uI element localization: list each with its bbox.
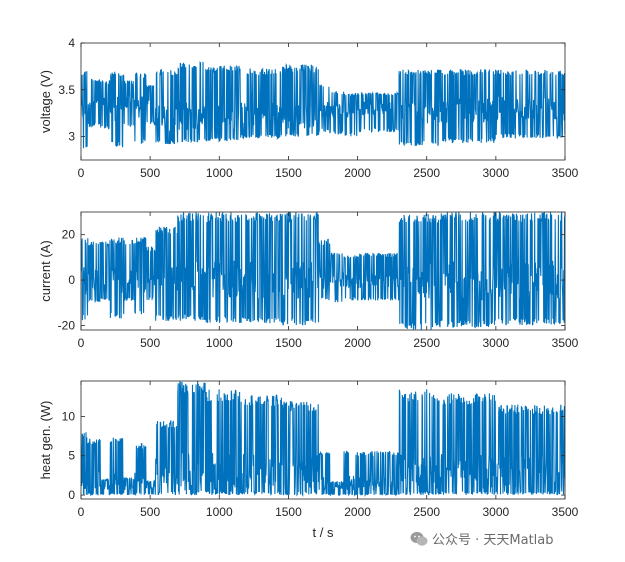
x-tick-label: 3000 <box>483 336 510 350</box>
y-tick-label: 10 <box>62 409 76 423</box>
watermark: 公众号 · 天天Matlab <box>410 529 554 548</box>
series-line <box>81 381 565 498</box>
x-tick-label: 3500 <box>552 166 579 180</box>
x-tick-label: 2500 <box>413 336 440 350</box>
x-tick-label: 1000 <box>206 166 233 180</box>
x-tick-label: 2500 <box>413 166 440 180</box>
x-tick-label: 500 <box>140 336 160 350</box>
watermark-text: 公众号 · 天天Matlab <box>432 533 554 548</box>
x-tick-label: 3500 <box>552 505 579 519</box>
y-tick-label: 4 <box>68 36 75 50</box>
x-tick-label: 1000 <box>206 505 233 519</box>
x-tick-label: 2000 <box>344 505 371 519</box>
heat-generation-panel: 0 500 1000 1500 2000 2500 3000 3500 0 5 10 heat gen… <box>38 380 579 540</box>
x-tick-label: 3500 <box>552 336 579 350</box>
x-tick-label: 0 <box>78 505 85 519</box>
x-tick-label: 1500 <box>275 505 302 519</box>
x-tick-label: 0 <box>78 336 85 350</box>
axes-frame <box>80 211 566 331</box>
y-tick-label: -20 <box>58 318 76 332</box>
x-tick-label: 1500 <box>275 336 302 350</box>
wechat-icon <box>410 531 428 546</box>
axes-frame <box>80 42 566 161</box>
x-tick-label: 500 <box>140 166 160 180</box>
axes-frame <box>80 380 566 500</box>
y-tick-label: 0 <box>68 488 75 502</box>
y-axis-label: voltage (V) <box>38 70 53 133</box>
y-tick-label: 3 <box>68 130 75 144</box>
x-tick-label: 500 <box>140 505 160 519</box>
y-axis-label: current (A) <box>38 240 53 301</box>
x-axis-label: t / s <box>313 525 334 540</box>
x-tick-label: 1500 <box>275 166 302 180</box>
x-tick-label: 2500 <box>413 505 440 519</box>
x-tick-label: 3000 <box>483 166 510 180</box>
x-tick-label: 0 <box>78 166 85 180</box>
y-axis-label: heat gen. (W) <box>38 401 53 480</box>
x-tick-label: 1000 <box>206 336 233 350</box>
y-tick-label: 3.5 <box>58 83 75 97</box>
current-panel: 0 500 1000 1500 2000 2500 3000 3500-20020curren… <box>38 211 579 350</box>
y-tick-label: 0 <box>68 273 75 287</box>
x-tick-label: 2000 <box>344 336 371 350</box>
x-tick-label: 3000 <box>483 505 510 519</box>
series-line <box>81 212 565 330</box>
x-tick-label: 2000 <box>344 166 371 180</box>
voltage-panel: 0 500 1000 1500 2000 2500 3000 3500 3 3.5 4 voltage… <box>38 36 579 180</box>
y-tick-label: 20 <box>62 228 76 242</box>
y-tick-label: 5 <box>68 449 75 463</box>
series-line <box>81 61 565 149</box>
